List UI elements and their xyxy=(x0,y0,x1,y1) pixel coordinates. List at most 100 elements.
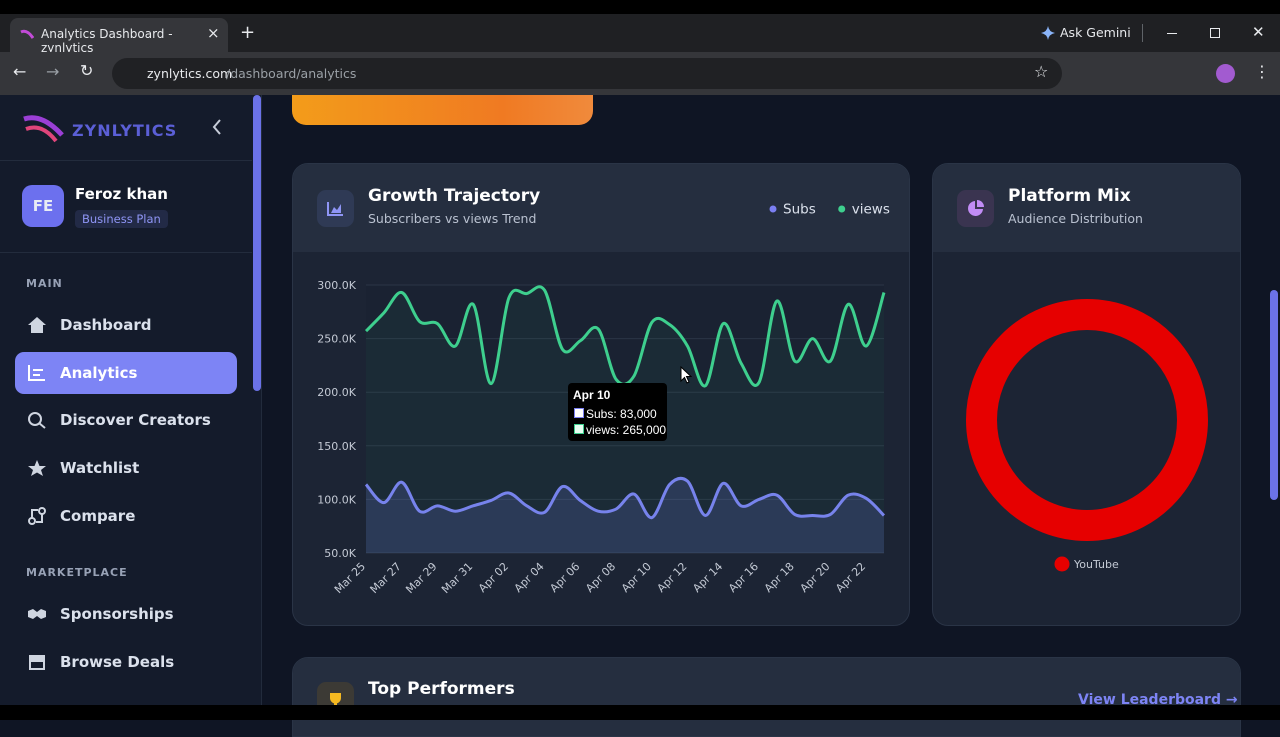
y-tick-label: 150.0K xyxy=(317,440,356,453)
x-tick-label: Mar 31 xyxy=(439,560,475,596)
card-icon xyxy=(317,190,354,227)
nav-label: Watchlist xyxy=(60,459,140,477)
chart-title: Growth Trajectory xyxy=(368,186,541,206)
nav-item[interactable]: Sponsorships xyxy=(15,593,237,635)
collapse[interactable] xyxy=(211,118,223,136)
new-tab[interactable]: + xyxy=(240,22,256,43)
reload[interactable]: ↻ xyxy=(80,61,94,80)
tab[interactable]: Analytics Dashboard - zynlytics × xyxy=(10,18,228,55)
tooltip-item: Subs: 83,000 xyxy=(586,407,657,421)
ask-gemini[interactable]: Ask Gemini xyxy=(1060,25,1131,40)
icon xyxy=(28,317,46,333)
scrollbar-thumb[interactable] xyxy=(1270,290,1278,500)
legend-label: views xyxy=(852,202,890,218)
nav-item[interactable]: Compare xyxy=(15,495,237,537)
x-tick-label: Apr 14 xyxy=(690,560,725,595)
minimize[interactable] xyxy=(1167,33,1177,34)
divider xyxy=(0,160,252,161)
restore[interactable] xyxy=(1210,28,1220,38)
y-tick-label: 300.0K xyxy=(317,279,356,292)
omnibox[interactable]: zynlytics.com /dashboard/analytics ☆ xyxy=(112,58,1062,89)
legend-marker xyxy=(769,205,777,213)
divider xyxy=(0,252,252,253)
x-tick-label: Apr 22 xyxy=(833,560,868,595)
icon xyxy=(28,365,45,381)
nav-item-active[interactable]: Analytics xyxy=(15,352,237,394)
nav-label: Discover Creators xyxy=(60,411,211,429)
doughnut-segment xyxy=(966,299,1208,541)
card-icon xyxy=(957,190,994,227)
doughnut-chart: YouTube xyxy=(966,299,1208,572)
avatar: FE xyxy=(22,185,64,227)
nav-label: Browse Deals xyxy=(60,653,175,671)
tooltip-swatch xyxy=(574,408,584,418)
nav-label: Analytics xyxy=(60,364,138,382)
cursor xyxy=(680,366,692,384)
legend-label: YouTube xyxy=(1073,558,1119,571)
area xyxy=(366,478,884,553)
x-tick-label: Apr 10 xyxy=(619,560,654,595)
y-tick-label: 200.0K xyxy=(317,386,356,399)
favicon xyxy=(20,29,34,39)
y-tick-label: 50.0K xyxy=(324,547,356,560)
logo-mark xyxy=(23,115,64,143)
x-tick-label: Mar 29 xyxy=(403,560,439,596)
top-performers-card: Top Performers View Leaderboard → xyxy=(292,657,1241,737)
x-tick-label: Apr 18 xyxy=(762,560,797,595)
legend: Subs views xyxy=(769,202,890,218)
y-tick-label: 250.0K xyxy=(317,333,356,346)
nav-item[interactable]: Watchlist xyxy=(15,447,237,489)
nav-label: Compare xyxy=(60,507,136,525)
tooltip: Apr 10 Subs: 83,000 views: 265,000 xyxy=(568,383,667,441)
plan-badge: Business Plan xyxy=(75,210,168,228)
card-title: Top Performers xyxy=(368,679,515,699)
nav-label: Dashboard xyxy=(60,316,152,334)
tooltip-item: views: 265,000 xyxy=(586,423,667,437)
sidebar: ZYNLYTICS FE Feroz khan Business Plan xyxy=(0,95,262,705)
x-tick-label: Mar 25 xyxy=(332,560,368,596)
tab-bar: Analytics Dashboard - zynlytics × + Ask … xyxy=(0,14,1280,55)
menu[interactable]: ⋮ xyxy=(1254,62,1270,81)
nav-item[interactable]: Discover Creators xyxy=(15,399,237,441)
line xyxy=(364,476,886,520)
back[interactable]: ← xyxy=(13,62,27,81)
url-host: zynlytics.com xyxy=(147,66,233,81)
url-path: /dashboard/analytics xyxy=(226,66,357,81)
icon xyxy=(29,655,45,670)
divider xyxy=(1142,24,1143,42)
letterbox xyxy=(0,705,1280,720)
section-title: MARKETPLACE xyxy=(26,566,128,579)
y-tick-label: 100.0K xyxy=(317,493,356,506)
icon xyxy=(28,507,46,525)
close-window[interactable]: ✕ xyxy=(1252,23,1265,41)
tab-title: Analytics Dashboard - zynlytics xyxy=(41,27,173,55)
toolbar: ← → ↻ zynlytics.com /dashboard/analytics… xyxy=(0,52,1280,95)
tab-close[interactable]: × xyxy=(207,24,220,42)
forward[interactable]: → xyxy=(46,62,60,81)
bookmark[interactable]: ☆ xyxy=(1034,62,1049,81)
platform-card: Platform Mix Audience Distribution YouTu… xyxy=(932,163,1241,626)
letterbox xyxy=(0,0,1280,14)
x-tick-label: Apr 12 xyxy=(655,560,690,595)
x-tick-label: Apr 04 xyxy=(512,560,547,595)
profile[interactable] xyxy=(1216,64,1235,83)
icon xyxy=(28,412,46,429)
gemini-icon xyxy=(1041,26,1055,40)
icon xyxy=(28,609,46,619)
logo-text: ZYNLYTICS xyxy=(72,121,178,140)
leaderboard-link[interactable]: View Leaderboard → xyxy=(1078,692,1238,708)
x-tick-label: Mar 27 xyxy=(368,560,404,596)
x-tick-label: Apr 16 xyxy=(726,560,761,595)
section-title: MAIN xyxy=(26,277,63,290)
legend-marker xyxy=(838,205,846,213)
tooltip-title: Apr 10 xyxy=(573,388,611,402)
nav-item[interactable]: Browse Deals xyxy=(15,641,237,683)
scrollbar-thumb[interactable] xyxy=(253,95,261,391)
nav-item[interactable]: Dashboard xyxy=(15,304,237,346)
chart-subtitle: Subscribers vs views Trend xyxy=(368,211,537,226)
legend-marker xyxy=(1054,556,1070,572)
chart-subtitle: Audience Distribution xyxy=(1008,211,1143,226)
chart-title: Platform Mix xyxy=(1008,186,1131,206)
nav-label: Sponsorships xyxy=(60,605,174,623)
